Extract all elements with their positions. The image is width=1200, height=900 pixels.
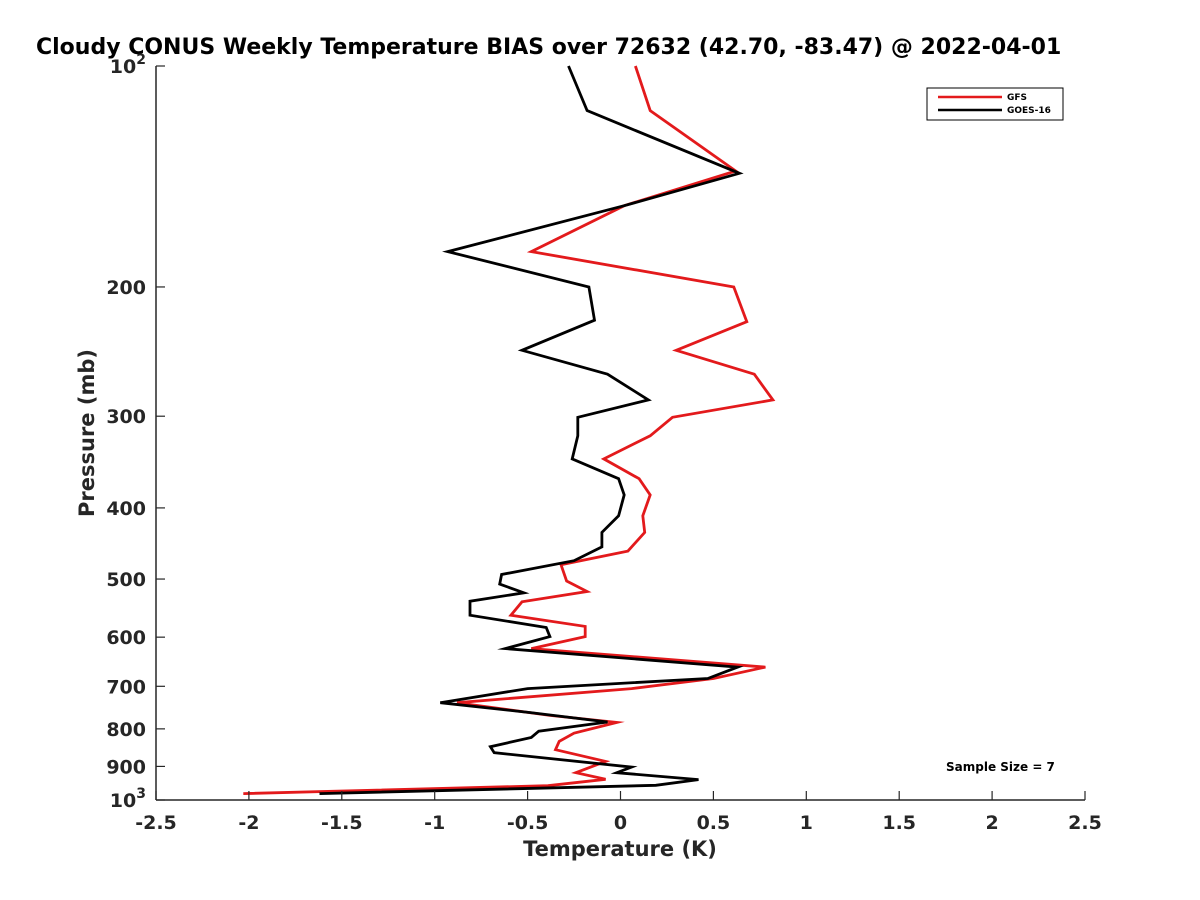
y-tick-label: 103 <box>110 786 146 812</box>
y-axis-label: Pressure (mb) <box>75 349 99 517</box>
x-tick-label: -0.5 <box>507 812 549 834</box>
x-tick-label: 0.5 <box>697 812 731 834</box>
y-tick-label: 900 <box>106 756 146 778</box>
series-line-goes16 <box>319 65 744 795</box>
y-tick-label: 500 <box>106 569 146 591</box>
legend-label-goes16: GOES-16 <box>1007 106 1051 116</box>
y-tick-label: 600 <box>106 627 146 649</box>
x-tick-label: -2 <box>238 812 259 834</box>
x-tick-label: -2.5 <box>135 812 177 834</box>
x-tick-label: 2.5 <box>1068 812 1102 834</box>
y-tick-label: 300 <box>106 406 146 428</box>
x-tick-label: -1 <box>424 812 445 834</box>
sample-size-annotation: Sample Size = 7 <box>946 760 1055 774</box>
legend-label-gfs: GFS <box>1007 93 1027 103</box>
x-axis-ticks: -2.5 -2 -1.5 -1 -0.5 0 0.5 1 1.5 2 2.5 <box>135 791 1102 834</box>
x-tick-label: 0 <box>614 812 627 834</box>
series-line-gfs <box>243 65 776 795</box>
y-tick-label: 102 <box>110 52 146 78</box>
legend-box <box>926 87 1064 121</box>
legend: GFS GOES-16 <box>926 87 1064 121</box>
y-tick-label: 200 <box>106 277 146 299</box>
y-tick-label: 800 <box>106 719 146 741</box>
x-tick-label: 1 <box>800 812 813 834</box>
y-tick-label: 700 <box>106 676 146 698</box>
x-axis-label: Temperature (K) <box>523 837 717 861</box>
x-tick-label: -1.5 <box>321 812 363 834</box>
chart-title: Cloudy CONUS Weekly Temperature BIAS ove… <box>36 35 1061 60</box>
x-tick-label: 1.5 <box>882 812 916 834</box>
y-tick-label: 400 <box>106 498 146 520</box>
x-tick-label: 2 <box>985 812 998 834</box>
y-axis-ticks: 102 200 300 400 500 600 700 800 900 103 <box>106 52 165 812</box>
series-layer <box>243 65 776 795</box>
